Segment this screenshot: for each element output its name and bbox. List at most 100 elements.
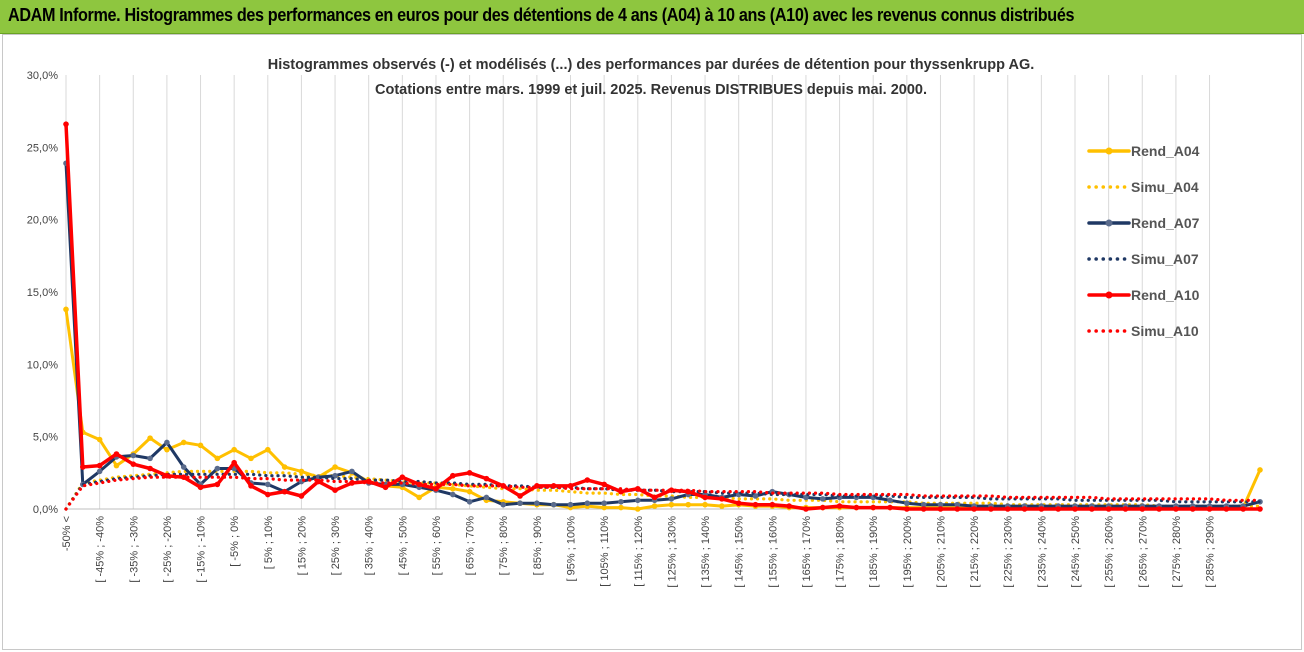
- data-point-rend-a07: [954, 501, 961, 508]
- x-tick-label: [ 265% ; 270%: [1137, 516, 1149, 588]
- data-point-rend-a10: [752, 501, 759, 508]
- data-point-rend-a07: [584, 500, 591, 507]
- chart-frame: 0,0% 5,0% 10,0% 15,0% 20,0% 25,0% 30,0% -50% < […: [2, 34, 1302, 650]
- data-point-rend-a10: [971, 506, 977, 512]
- data-point-rend-a04: [281, 464, 288, 470]
- x-tick-label: [ 205% ; 210%: [935, 516, 947, 588]
- x-tick-label: [ 165% ; 170%: [801, 516, 813, 588]
- data-point-rend-a10: [1004, 506, 1011, 512]
- legend-label-simu-a10: Simu_A10: [1131, 323, 1199, 339]
- data-point-rend-a10: [651, 494, 658, 501]
- data-point-rend-a04: [147, 435, 153, 441]
- data-point-rend-a10: [735, 500, 742, 507]
- x-tick-label: [ 195% ; 200%: [902, 516, 914, 588]
- data-point-rend-a04: [298, 468, 305, 475]
- x-tick-label: [ 225% ; 230%: [1003, 516, 1015, 588]
- x-tick-label: [ 55% ; 60%: [431, 516, 443, 576]
- data-point-rend-a04: [668, 501, 675, 508]
- data-point-rend-a10: [1122, 506, 1129, 512]
- data-point-rend-a07: [96, 468, 103, 475]
- data-point-rend-a10: [63, 121, 69, 127]
- data-point-rend-a10: [1021, 506, 1028, 512]
- data-point-rend-a10: [803, 506, 809, 512]
- data-point-rend-a10: [870, 504, 877, 511]
- data-point-rend-a04: [702, 501, 708, 508]
- data-point-rend-a07: [349, 468, 355, 475]
- x-tick-label: [ 285% ; 290%: [1205, 516, 1217, 588]
- data-point-rend-a07: [567, 501, 574, 508]
- data-point-rend-a04: [197, 442, 204, 449]
- data-point-rend-a04: [719, 503, 725, 509]
- data-point-rend-a07: [819, 496, 826, 502]
- data-point-rend-a10: [988, 506, 994, 512]
- data-point-rend-a07: [483, 494, 490, 501]
- legend-label-rend-a07: Rend_A07: [1131, 215, 1200, 231]
- data-point-rend-a10: [298, 493, 305, 499]
- data-point-rend-a07: [550, 501, 557, 508]
- data-point-rend-a04: [685, 501, 692, 508]
- x-tick-label: [ 235% ; 240%: [1036, 516, 1048, 588]
- data-point-rend-a10: [853, 504, 860, 511]
- x-tick-label: [ 35% ; 40%: [364, 516, 376, 576]
- data-point-rend-a04: [180, 439, 187, 446]
- data-point-rend-a10: [80, 464, 86, 470]
- data-point-rend-a10: [1055, 506, 1061, 512]
- data-point-rend-a10: [231, 459, 237, 466]
- x-tick-label: [ 125% ; 130%: [666, 516, 678, 588]
- data-point-rend-a10: [1173, 506, 1179, 512]
- data-point-rend-a07: [517, 500, 523, 507]
- legend-marker-rend-a10: [1105, 291, 1113, 299]
- data-point-rend-a10: [618, 488, 624, 495]
- legend-label-rend-a04: Rend_A04: [1131, 143, 1200, 159]
- data-point-rend-a10: [954, 506, 961, 512]
- legend-label-rend-a10: Rend_A10: [1131, 287, 1200, 303]
- legend-marker-rend-a04: [1105, 147, 1113, 155]
- data-point-rend-a04: [601, 504, 607, 511]
- x-tick-label: [ 15% ; 20%: [296, 516, 308, 576]
- chart-svg: 0,0% 5,0% 10,0% 15,0% 20,0% 25,0% 30,0% -50% < […: [27, 57, 1263, 588]
- y-tick-label: 20,0%: [27, 215, 58, 227]
- data-point-rend-a10: [1105, 506, 1112, 512]
- legend-label-simu-a07: Simu_A07: [1131, 251, 1199, 267]
- data-point-rend-a10: [399, 474, 406, 480]
- data-point-rend-a07: [265, 481, 271, 488]
- x-tick-label: [ 75% ; 80%: [498, 516, 510, 576]
- data-point-rend-a10: [786, 503, 792, 509]
- data-point-rend-a07: [164, 439, 170, 446]
- x-tick-label: [ 145% ; 150%: [734, 516, 746, 588]
- data-point-rend-a10: [382, 484, 389, 491]
- series-line-rend-a07: [64, 161, 1262, 508]
- data-point-rend-a10: [1189, 506, 1196, 512]
- series-layer: [63, 121, 1263, 512]
- axis-layer: 0,0% 5,0% 10,0% 15,0% 20,0% 25,0% 30,0% -50% < […: [27, 70, 1260, 588]
- data-point-rend-a10: [483, 475, 490, 482]
- x-tick-label: [ 5% ; 10%: [263, 516, 275, 569]
- data-point-rend-a10: [920, 506, 927, 512]
- data-point-rend-a04: [214, 455, 221, 462]
- x-tick-label: [ 135% ; 140%: [700, 516, 712, 588]
- x-tick-label: [ -35% ; -30%: [128, 516, 140, 583]
- data-point-rend-a10: [769, 501, 776, 508]
- data-point-rend-a10: [197, 484, 204, 491]
- data-point-rend-a10: [1257, 506, 1263, 512]
- x-tick-label: [ -15% ; -10%: [196, 516, 208, 583]
- data-point-rend-a10: [517, 493, 523, 499]
- data-point-rend-a04: [113, 462, 120, 469]
- data-point-rend-a10: [601, 481, 607, 488]
- y-tick-label: 5,0%: [33, 432, 58, 444]
- data-point-rend-a07: [130, 452, 137, 459]
- series-line-rend-a10: [64, 122, 1262, 511]
- data-point-rend-a04: [1257, 467, 1263, 473]
- data-point-rend-a10: [1139, 506, 1146, 512]
- data-point-rend-a10: [113, 451, 120, 457]
- data-point-rend-a04: [231, 446, 237, 453]
- x-tick-label: [ -25% ; -20%: [162, 516, 174, 583]
- data-point-rend-a10: [248, 483, 254, 489]
- data-point-rend-a07: [937, 501, 944, 508]
- data-point-rend-a10: [214, 481, 221, 488]
- chart-subtitle: Cotations entre mars. 1999 et juil. 2025…: [375, 82, 927, 98]
- data-point-rend-a07: [466, 498, 473, 505]
- data-point-rend-a10: [836, 503, 843, 509]
- data-point-rend-a10: [887, 504, 893, 511]
- y-tick-label: 0,0%: [33, 504, 58, 516]
